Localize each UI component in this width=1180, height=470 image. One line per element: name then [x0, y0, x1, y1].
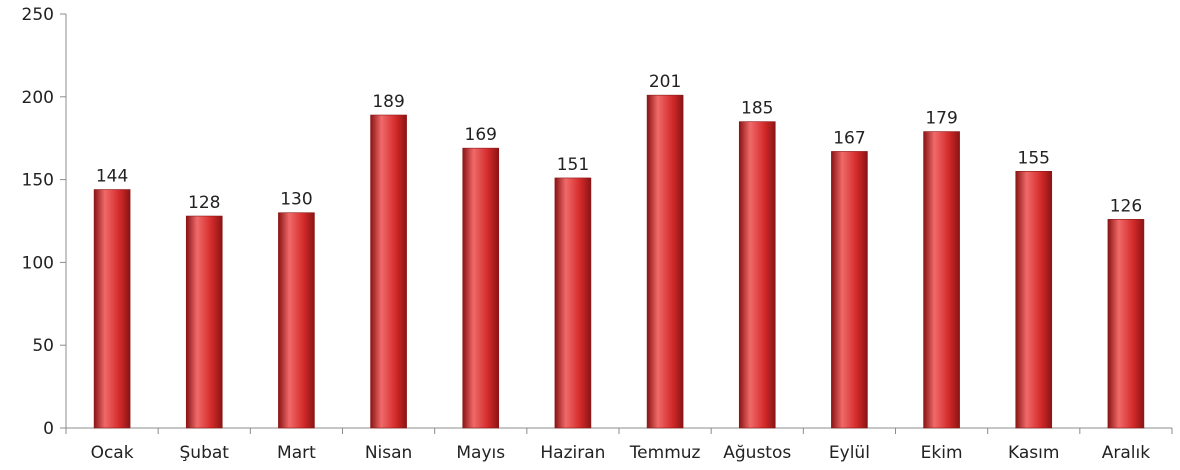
y-tick-label: 200: [22, 88, 54, 108]
bar-mayıs: [462, 147, 500, 429]
x-tick-label: Ağustos: [723, 443, 791, 463]
x-tick-label: Temmuz: [629, 443, 701, 463]
data-label: 144: [96, 167, 128, 187]
data-label: 130: [280, 190, 312, 210]
bars: [93, 94, 1145, 429]
bar-temmuz: [646, 94, 684, 429]
x-tick-label: Eylül: [829, 443, 870, 463]
bar-aralık: [1107, 219, 1145, 429]
bar-nisan: [370, 114, 407, 429]
y-tick-label: 50: [32, 336, 54, 356]
data-label: 169: [465, 125, 497, 145]
y-tick-label: 250: [22, 5, 54, 25]
data-label: 189: [372, 92, 404, 112]
axes: 0 50 100 150 200 250: [22, 5, 1173, 439]
x-tick-label: Kasım: [1008, 443, 1059, 463]
data-label: 201: [649, 72, 681, 92]
bar-eylül: [831, 151, 868, 429]
bar-kasım: [1015, 171, 1053, 429]
x-tick-label: Nisan: [365, 443, 413, 463]
data-label: 155: [1018, 148, 1050, 168]
data-label: 185: [741, 99, 773, 119]
x-tick-label: Mart: [277, 443, 316, 463]
y-tick-label: 100: [22, 253, 54, 273]
bar-ocak: [93, 189, 131, 429]
labels: 144 Ocak 128 Şubat 130 Mart 189 Nisan 169 Mayıs 15…: [91, 72, 1151, 463]
y-tick-label: 150: [22, 171, 54, 191]
data-label: 128: [188, 193, 220, 213]
x-tick-label: Ekim: [921, 443, 963, 463]
bar-ekim: [923, 131, 960, 429]
x-tick-label: Aralık: [1102, 443, 1150, 463]
x-tick-label: Mayıs: [456, 443, 505, 463]
x-tick-label: Şubat: [180, 443, 230, 463]
bar-ağustos: [738, 121, 776, 429]
data-label: 167: [833, 128, 865, 148]
data-label: 179: [925, 109, 957, 129]
data-label: 126: [1110, 196, 1142, 216]
data-label: 151: [557, 155, 589, 175]
bar-haziran: [554, 177, 592, 429]
y-tick-label: 0: [43, 419, 54, 439]
x-tick-label: Ocak: [91, 443, 134, 463]
x-tick-label: Haziran: [540, 443, 605, 463]
bar-şubat: [185, 215, 223, 429]
bar-mart: [278, 212, 315, 429]
